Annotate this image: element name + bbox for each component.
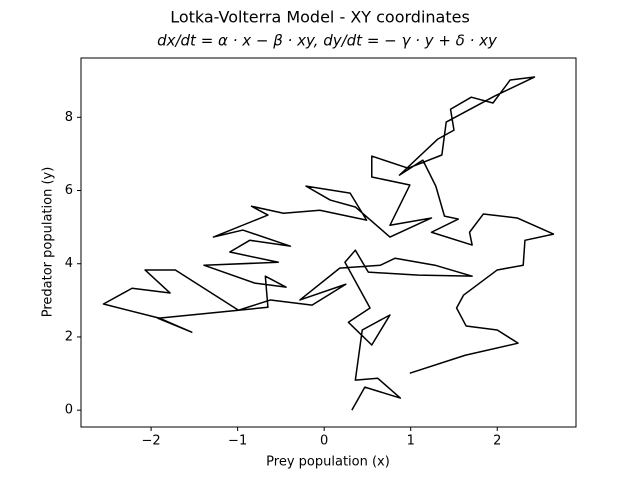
- y-tick-label: 2: [65, 329, 73, 344]
- x-tick-label: 2: [493, 434, 501, 449]
- x-tick-label: 0: [320, 434, 328, 449]
- x-tick-label: 1: [407, 434, 415, 449]
- plot-frame: [80, 57, 577, 428]
- x-tick-label: −2: [142, 434, 161, 449]
- y-tick-label: 4: [65, 256, 73, 271]
- y-tick-label: 0: [65, 403, 73, 418]
- data-line: [102, 76, 555, 411]
- y-axis-label: Predator population (y): [41, 167, 56, 318]
- chart-title: Lotka-Volterra Model - XY coordinates: [170, 8, 470, 27]
- y-tick-label: 6: [65, 183, 73, 198]
- x-axis-label: Prey population (x): [266, 455, 390, 470]
- y-tick-label: 8: [65, 110, 73, 125]
- chart-subtitle: dx/dt = α · x − β · xy, dy/dt = − γ · y …: [157, 32, 498, 50]
- x-tick-label: −1: [228, 434, 247, 449]
